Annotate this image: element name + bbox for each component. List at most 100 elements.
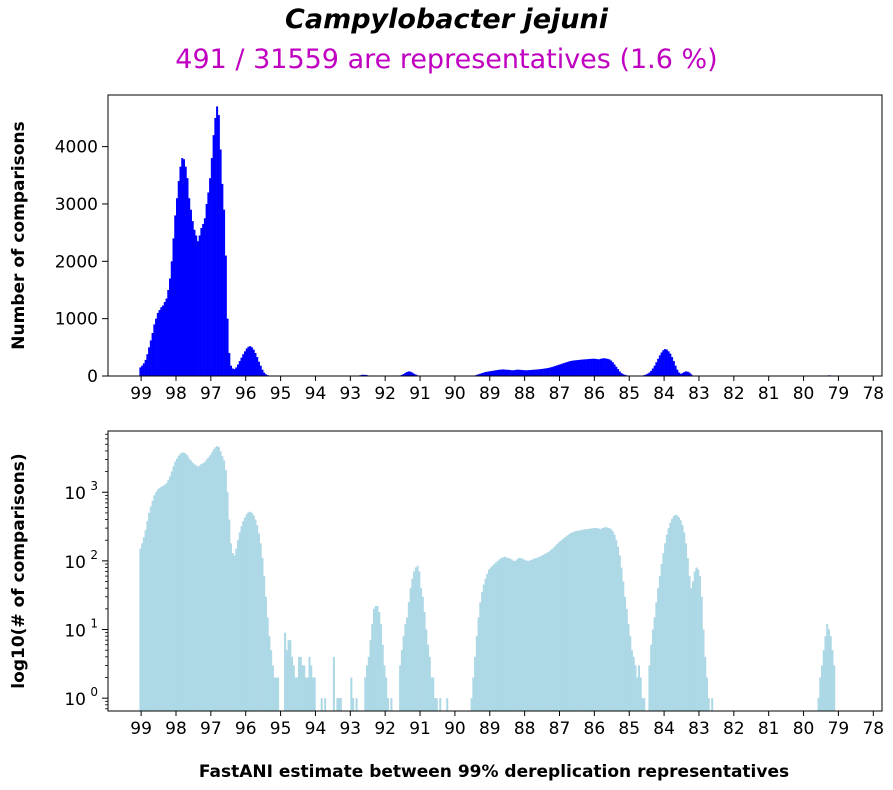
bar — [507, 369, 510, 376]
bar — [407, 602, 410, 711]
bar — [543, 553, 546, 711]
bar — [561, 363, 564, 376]
x-tick-label: 92 — [374, 384, 396, 404]
x-tick-label: 84 — [653, 719, 675, 739]
chart-subtitle: 491 / 31559 are representatives (1.6 %) — [175, 44, 718, 75]
bar — [264, 374, 267, 376]
bar — [599, 358, 602, 376]
bar — [515, 369, 518, 376]
bar — [414, 567, 417, 711]
bar — [400, 374, 403, 376]
bar — [665, 534, 668, 711]
bar — [203, 218, 206, 376]
bar — [352, 698, 355, 711]
bar — [238, 361, 241, 376]
bar — [292, 665, 295, 711]
bar — [435, 698, 438, 711]
bar — [489, 567, 492, 711]
bar — [615, 540, 618, 711]
bar — [386, 698, 389, 711]
bar — [428, 656, 431, 711]
bar — [179, 166, 182, 376]
bar — [536, 557, 539, 711]
bar — [545, 553, 548, 711]
bar — [212, 135, 215, 376]
bar — [641, 698, 644, 711]
bar — [669, 353, 672, 376]
bar — [209, 178, 212, 376]
bar — [254, 353, 257, 376]
bar — [693, 571, 696, 711]
bar — [505, 557, 508, 711]
bar — [545, 368, 548, 376]
bar — [304, 677, 308, 711]
x-tick-label: 78 — [862, 384, 884, 404]
bar — [613, 534, 616, 711]
bar — [547, 551, 550, 711]
bar — [615, 366, 618, 376]
bar — [362, 374, 365, 376]
bar — [472, 677, 475, 711]
bar — [205, 203, 208, 376]
bar — [651, 629, 654, 711]
bar — [308, 656, 311, 711]
bar — [667, 351, 670, 376]
bar — [606, 527, 609, 711]
bar — [493, 370, 496, 376]
x-tick-label: 89 — [479, 719, 501, 739]
bar — [594, 527, 597, 711]
bar — [554, 365, 557, 376]
bar — [219, 451, 222, 711]
bar — [491, 370, 494, 376]
bar — [674, 365, 677, 376]
bar — [526, 560, 529, 711]
bar — [320, 698, 323, 711]
bar — [512, 560, 515, 711]
bar — [827, 629, 830, 711]
bar — [672, 516, 675, 711]
bar — [515, 559, 518, 711]
bar — [559, 540, 562, 711]
x-tick-label: 97 — [200, 719, 222, 739]
bar — [496, 560, 499, 711]
bar — [214, 117, 217, 376]
bar — [648, 372, 651, 376]
bar — [697, 569, 700, 711]
bar — [522, 559, 525, 711]
bar — [165, 483, 168, 711]
bar — [496, 369, 499, 376]
bar — [240, 357, 243, 376]
bar — [503, 556, 506, 711]
bar — [679, 520, 682, 711]
bar — [685, 371, 688, 376]
bar — [291, 656, 294, 711]
bar — [630, 650, 634, 711]
bar — [250, 512, 253, 711]
bar — [186, 455, 189, 711]
x-tick-label: 87 — [549, 719, 571, 739]
x-tick-label: 86 — [584, 384, 606, 404]
bar — [702, 629, 705, 711]
bar — [191, 462, 194, 711]
x-tick-label: 97 — [200, 384, 222, 404]
bar — [252, 515, 255, 711]
bar — [372, 608, 376, 711]
bar — [526, 370, 529, 376]
bar — [179, 453, 182, 711]
bar — [430, 677, 433, 711]
bar — [175, 458, 179, 711]
bar — [679, 373, 682, 376]
bar — [486, 371, 489, 376]
bar — [339, 698, 342, 711]
bar — [409, 588, 412, 711]
bar — [409, 371, 412, 376]
bar — [167, 289, 170, 376]
bar — [646, 373, 649, 376]
bar — [338, 698, 341, 711]
bar — [385, 677, 388, 711]
bar — [658, 576, 661, 711]
bar — [268, 636, 271, 711]
bar — [580, 359, 583, 376]
x-tick-label: 95 — [270, 384, 292, 404]
x-tick-label: 94 — [305, 384, 327, 404]
